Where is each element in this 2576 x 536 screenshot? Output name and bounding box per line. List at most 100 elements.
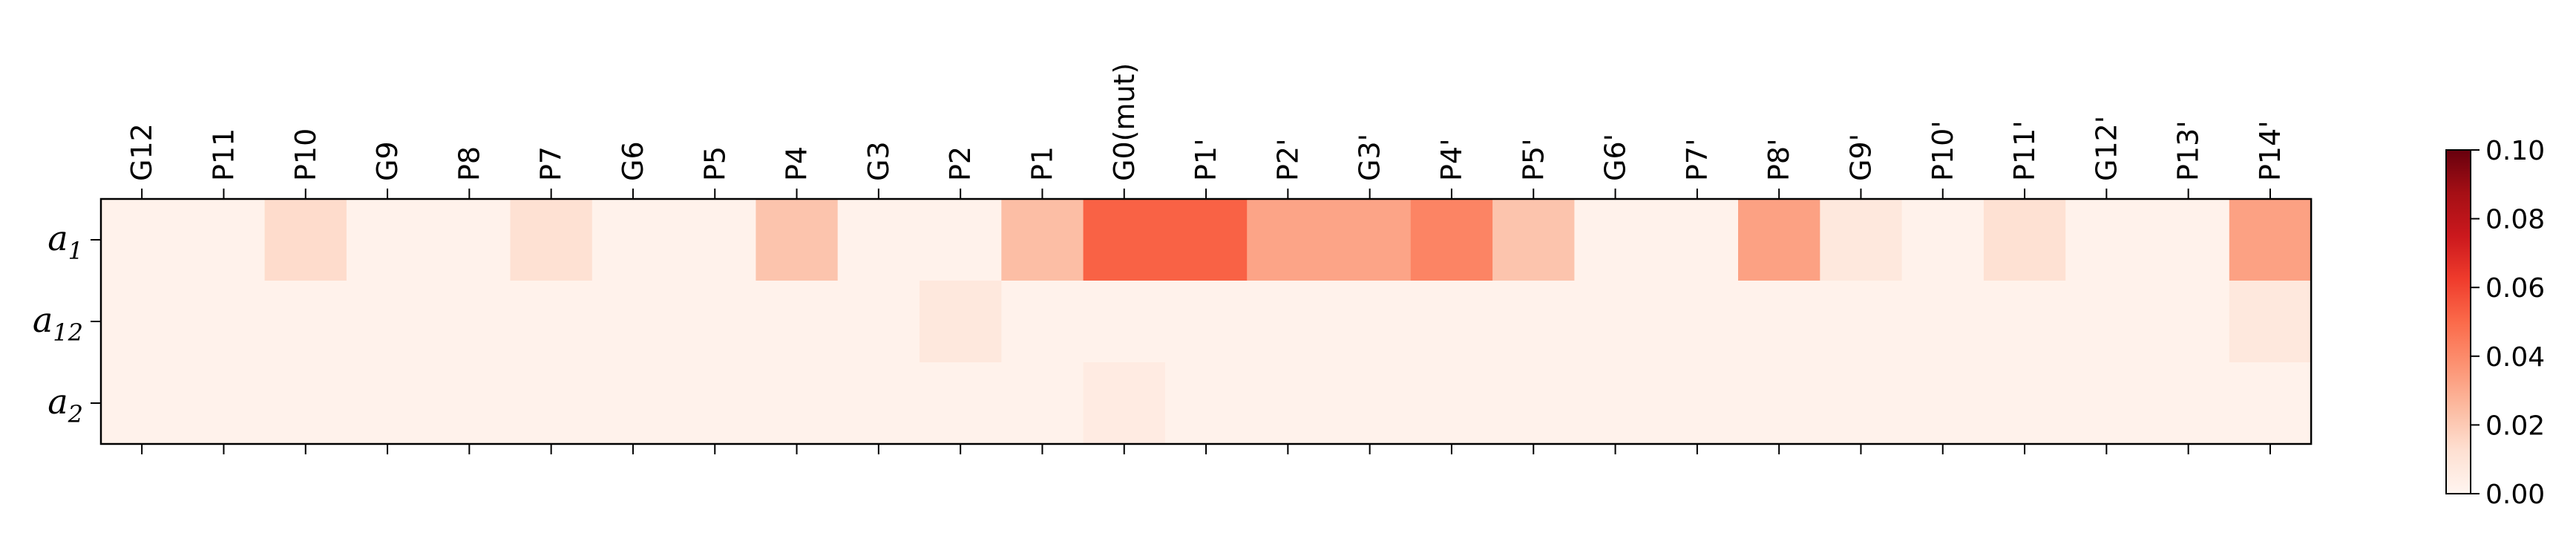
x-axis: G12 P11 P10 G9 P8 P7 G6 P5 P4 G3 P2 P1 G0(mut) P1' P2'… [125,63,2287,454]
heatmap-cell [1001,199,1084,281]
heatmap-cell [346,281,429,363]
heatmap-cell [837,281,920,363]
heatmap-cell [101,281,183,363]
colorbar-tick-label: 0.02 [2485,411,2545,441]
heatmap-cell [1901,362,1985,445]
heatmap-cell [674,362,756,445]
y-tick-label: a2 [47,382,83,428]
heatmap-cell [2147,199,2230,281]
heatmap-cell [837,362,920,445]
x-tick-label: G9 [371,141,404,181]
heatmap-cell [1901,199,1985,281]
x-tick-label: P10 [289,128,322,181]
y-label-base: a [33,300,53,340]
x-tick-label: G3 [862,141,895,181]
heatmap-cell [1656,199,1739,281]
heatmap-cell [674,281,756,363]
heatmap-cell [2229,199,2312,281]
heatmap-cell [1574,281,1657,363]
x-tick-label: P13' [2172,120,2205,181]
heatmap-cell [1983,362,2066,445]
heatmap-cell [510,199,593,281]
colorbar-tick-label: 0.06 [2485,273,2545,304]
heatmap-cell [101,362,183,445]
heatmap-cell [2229,362,2312,445]
x-tick-label: P5 [698,146,731,181]
heatmap-cell [756,281,839,363]
x-tick-label: P4' [1435,138,1468,181]
heatmap-cell [1247,199,1330,281]
heatmap-cell [1328,281,1412,363]
heatmap-cell [1083,362,1166,445]
colorbar-fill [2446,150,2471,494]
heatmap-cell [510,281,593,363]
heatmap-cells [101,199,2312,445]
y-tick-label: a1 [47,218,83,265]
y-label-base: a [47,382,68,422]
heatmap-cell [1574,199,1657,281]
x-tick-label: P11' [2008,120,2041,181]
heatmap-cell [1738,362,1820,445]
x-tick-label: P1 [1026,146,1059,181]
heatmap-cell [264,362,347,445]
heatmap-cell [346,199,429,281]
heatmap-cell [920,281,1002,363]
colorbar: 0.00 0.02 0.04 0.06 0.08 0.10 [2445,136,2545,510]
x-tick-label: P8' [1763,138,1795,181]
y-label-subscript: 12 [53,318,83,347]
y-tick-label: a12 [33,300,83,347]
heatmap-cell [183,362,266,445]
heatmap-cell [1001,362,1084,445]
x-tick-label: P10' [1927,120,1959,181]
heatmap-cell [1820,362,1903,445]
heatmap-cell [1492,281,1575,363]
heatmap-cell [346,362,429,445]
heatmap-cell [591,199,675,281]
x-tick-label: G12 [125,123,158,181]
y-label-subscript: 1 [68,237,83,265]
heatmap-cell [1492,362,1575,445]
heatmap-cell [2065,362,2149,445]
heatmap-cell [1410,281,1493,363]
heatmap-cell [1492,199,1575,281]
heatmap-cell [1738,281,1820,363]
heatmap-cell [1001,281,1084,363]
heatmap-cell [1083,281,1166,363]
colorbar-tick-label: 0.00 [2485,480,2545,510]
x-tick-label: G9' [1844,134,1877,181]
heatmap-cell [1983,199,2066,281]
heatmap-cell [428,281,511,363]
x-tick-label: P4 [781,146,813,181]
heatmap-cell [1574,362,1657,445]
x-tick-label: P8 [453,146,485,181]
heatmap-cell [1820,281,1903,363]
x-tick-label: P14' [2254,120,2287,181]
heatmap-cell [264,281,347,363]
heatmap-cell [756,362,839,445]
x-tick-label: G3' [1354,134,1386,181]
y-label-subscript: 2 [68,400,83,428]
x-tick-label: P11 [207,128,240,181]
heatmap-cell [1083,199,1166,281]
x-tick-label: G6' [1599,134,1632,181]
heatmap-cell [1410,199,1493,281]
heatmap-cell [1738,199,1820,281]
heatmap-cell [1164,281,1248,363]
x-tick-label: P7' [1681,138,1714,181]
heatmap-cell [2065,281,2149,363]
x-tick-label: P2' [1271,138,1304,181]
heatmap-cell [674,199,756,281]
colorbar-tick-label: 0.10 [2485,136,2545,166]
heatmap-cell [1328,362,1412,445]
heatmap-cell [1410,362,1493,445]
heatmap-cell [591,362,675,445]
heatmap-cell [510,362,593,445]
x-tick-label: G6 [617,141,649,181]
x-tick-label: P5' [1517,138,1550,181]
colorbar-frame [2445,149,2471,494]
x-tick-label: P2 [944,146,977,181]
heatmap-cell [1901,281,1985,363]
heatmap-cell [1983,281,2066,363]
